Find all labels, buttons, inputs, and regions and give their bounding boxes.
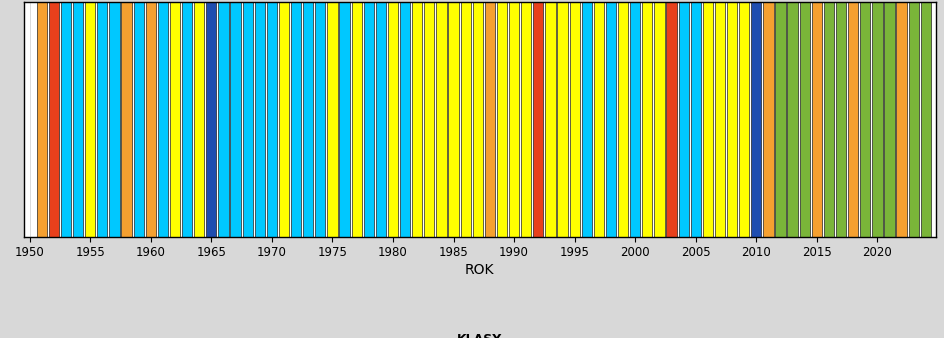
Bar (60, 2, 71, 237)
Bar (847, 2, 857, 237)
Bar (73, 2, 83, 237)
Bar (315, 2, 325, 237)
Bar (497, 2, 507, 237)
Bar (303, 2, 313, 237)
Bar (520, 2, 531, 237)
Bar (605, 2, 615, 237)
Bar (110, 2, 120, 237)
Bar (339, 2, 349, 237)
Bar (121, 2, 131, 237)
X-axis label: ROK: ROK (464, 264, 494, 277)
Bar (472, 2, 482, 237)
Bar (399, 2, 410, 237)
Bar (666, 2, 676, 237)
Bar (907, 2, 918, 237)
Bar (786, 2, 797, 237)
Bar (714, 2, 724, 237)
Bar (424, 2, 434, 237)
Bar (206, 2, 216, 237)
Bar (49, 2, 59, 237)
Bar (642, 2, 651, 237)
Bar (630, 2, 640, 237)
Bar (133, 2, 143, 237)
Bar (896, 2, 906, 237)
Bar (702, 2, 713, 237)
Bar (750, 2, 761, 237)
Bar (509, 2, 518, 237)
Bar (835, 2, 845, 237)
Bar (230, 2, 241, 237)
Bar (919, 2, 930, 237)
Bar (351, 2, 362, 237)
Bar (653, 2, 664, 237)
Bar (859, 2, 869, 237)
Bar (823, 2, 834, 237)
Bar (484, 2, 495, 237)
Bar (569, 2, 580, 237)
Bar (218, 2, 228, 237)
Legend: skrajnie sucho, bardzo sucho, sucho, norma, wilgotno, bardzo wilgotno, skrajnie : skrajnie sucho, bardzo sucho, sucho, nor… (142, 330, 817, 338)
Bar (363, 2, 374, 237)
Bar (85, 2, 95, 237)
Bar (145, 2, 156, 237)
Bar (811, 2, 821, 237)
Bar (37, 2, 47, 237)
Bar (726, 2, 736, 237)
Bar (871, 2, 882, 237)
Bar (460, 2, 470, 237)
Bar (617, 2, 628, 237)
Bar (557, 2, 567, 237)
Bar (412, 2, 422, 237)
Bar (291, 2, 301, 237)
Bar (884, 2, 894, 237)
Bar (448, 2, 458, 237)
Bar (738, 2, 749, 237)
Bar (678, 2, 688, 237)
Bar (254, 2, 264, 237)
Bar (158, 2, 168, 237)
Bar (194, 2, 204, 237)
Bar (376, 2, 386, 237)
Bar (327, 2, 337, 237)
Bar (581, 2, 591, 237)
Bar (387, 2, 397, 237)
Bar (799, 2, 809, 237)
Bar (532, 2, 543, 237)
Bar (243, 2, 253, 237)
Bar (278, 2, 289, 237)
Bar (690, 2, 700, 237)
Bar (170, 2, 180, 237)
Bar (97, 2, 108, 237)
Bar (182, 2, 192, 237)
Bar (545, 2, 555, 237)
Bar (775, 2, 784, 237)
Bar (593, 2, 603, 237)
Bar (266, 2, 277, 237)
Bar (436, 2, 447, 237)
Bar (763, 2, 773, 237)
